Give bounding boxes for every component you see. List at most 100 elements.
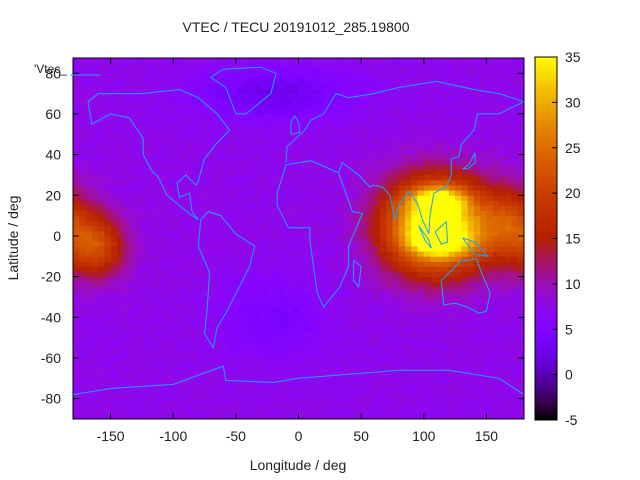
heatmap-cell	[404, 266, 412, 272]
heatmap-cell	[392, 144, 400, 150]
heatmap-cell	[442, 200, 450, 206]
heatmap-cell	[73, 332, 80, 339]
heatmap-cell	[192, 225, 199, 232]
heatmap-cell	[379, 317, 387, 323]
heatmap-cell	[123, 291, 130, 298]
heatmap-cell	[217, 73, 224, 79]
heatmap-cell	[417, 220, 425, 227]
heatmap-cell	[486, 408, 494, 415]
heatmap-cell	[304, 388, 312, 394]
heatmap-cell	[392, 98, 400, 105]
heatmap-cell	[129, 124, 137, 130]
heatmap-cell	[517, 342, 525, 349]
heatmap-cell	[379, 307, 387, 313]
heatmap-cell	[192, 296, 199, 303]
heatmap-cell	[367, 352, 375, 359]
heatmap-cell	[461, 154, 469, 161]
heatmap-cell	[417, 302, 425, 308]
heatmap-cell	[442, 398, 450, 405]
heatmap-cell	[154, 225, 162, 232]
heatmap-cell	[298, 241, 306, 247]
heatmap-cell	[98, 271, 105, 278]
heatmap-cell	[311, 276, 318, 283]
heatmap-cell	[129, 296, 137, 303]
heatmap-cell	[210, 312, 218, 318]
heatmap-cell	[304, 174, 312, 181]
heatmap-cell	[160, 190, 168, 196]
heatmap-cell	[85, 266, 93, 272]
heatmap-cell	[404, 352, 412, 359]
heatmap-cell	[73, 317, 80, 323]
heatmap-cell	[311, 347, 318, 354]
heatmap-cell	[398, 251, 406, 257]
heatmap-cell	[192, 154, 199, 161]
heatmap-cell	[373, 225, 381, 232]
heatmap-cell	[154, 215, 162, 222]
heatmap-cell	[398, 413, 406, 420]
heatmap-cell	[135, 413, 143, 420]
heatmap-cell	[91, 256, 99, 262]
heatmap-cell	[210, 200, 218, 206]
heatmap-cell	[461, 195, 469, 201]
heatmap-cell	[411, 383, 418, 389]
heatmap-cell	[148, 210, 155, 217]
heatmap-cell	[98, 103, 105, 110]
heatmap-cell	[386, 327, 393, 333]
heatmap-cell	[373, 68, 381, 74]
heatmap-cell	[430, 93, 437, 100]
heatmap-cell	[498, 373, 506, 379]
heatmap-cell	[254, 337, 262, 344]
heatmap-cell	[404, 342, 412, 349]
heatmap-cell	[267, 220, 274, 227]
heatmap-cell	[79, 220, 86, 227]
heatmap-cell	[461, 378, 469, 384]
heatmap-cell	[517, 378, 525, 384]
heatmap-cell	[386, 378, 393, 384]
heatmap-cell	[436, 266, 443, 272]
heatmap-cell	[473, 413, 481, 420]
heatmap-cell	[279, 347, 287, 354]
heatmap-cell	[235, 286, 243, 293]
heatmap-cell	[179, 68, 187, 74]
heatmap-cell	[317, 93, 324, 100]
heatmap-cell	[260, 73, 268, 79]
heatmap-cell	[379, 256, 387, 262]
heatmap-cell	[229, 291, 237, 298]
heatmap-cell	[404, 169, 412, 176]
heatmap-cell	[85, 63, 93, 69]
heatmap-cell	[304, 210, 312, 217]
heatmap-cell	[386, 312, 393, 318]
heatmap-cell	[392, 332, 400, 339]
heatmap-cell	[448, 291, 456, 298]
heatmap-cell	[91, 337, 99, 344]
heatmap-cell	[298, 174, 306, 181]
heatmap-cell	[442, 73, 450, 79]
heatmap-cell	[242, 190, 249, 196]
heatmap-cell	[411, 388, 418, 394]
heatmap-cell	[411, 139, 418, 145]
heatmap-cell	[455, 393, 462, 400]
heatmap-cell	[386, 241, 393, 247]
heatmap-cell	[273, 225, 281, 232]
heatmap-cell	[98, 144, 105, 150]
heatmap-cell	[192, 286, 199, 293]
heatmap-cell	[154, 129, 162, 135]
heatmap-cell	[273, 113, 281, 120]
heatmap-cell	[473, 281, 481, 288]
heatmap-cell	[292, 83, 299, 89]
heatmap-cell	[267, 185, 274, 191]
heatmap-cell	[461, 388, 469, 394]
heatmap-cell	[379, 398, 387, 405]
heatmap-cell	[217, 78, 224, 84]
heatmap-cell	[279, 363, 287, 369]
heatmap-cell	[210, 317, 218, 323]
heatmap-cell	[85, 286, 93, 293]
heatmap-cell	[292, 164, 299, 171]
heatmap-cell	[110, 363, 118, 369]
heatmap-cell	[116, 149, 124, 155]
heatmap-cell	[304, 185, 312, 191]
heatmap-cell	[411, 312, 418, 318]
heatmap-cell	[467, 261, 475, 267]
heatmap-cell	[436, 78, 443, 84]
heatmap-cell	[398, 164, 406, 171]
